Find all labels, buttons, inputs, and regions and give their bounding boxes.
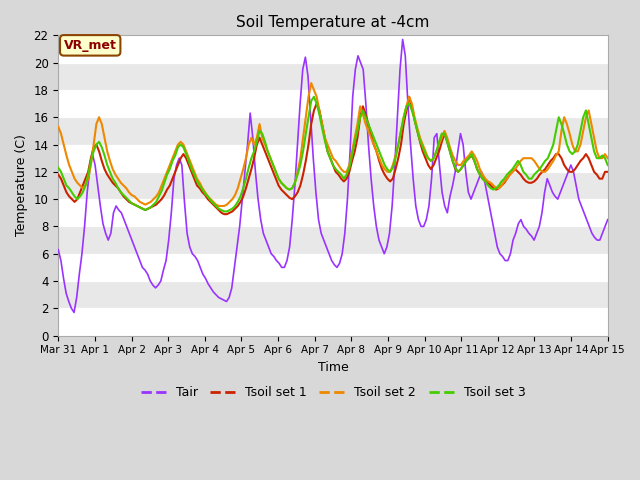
- Bar: [58, 199, 608, 227]
- Bar: [58, 308, 608, 336]
- X-axis label: Time: Time: [317, 361, 348, 374]
- Bar: [58, 144, 608, 172]
- Bar: [58, 254, 608, 281]
- Y-axis label: Temperature (C): Temperature (C): [15, 134, 28, 237]
- Legend: Tair, Tsoil set 1, Tsoil set 2, Tsoil set 3: Tair, Tsoil set 1, Tsoil set 2, Tsoil se…: [136, 382, 531, 405]
- Bar: [58, 36, 608, 62]
- Title: Soil Temperature at -4cm: Soil Temperature at -4cm: [236, 15, 429, 30]
- Bar: [58, 90, 608, 117]
- Text: VR_met: VR_met: [64, 39, 116, 52]
